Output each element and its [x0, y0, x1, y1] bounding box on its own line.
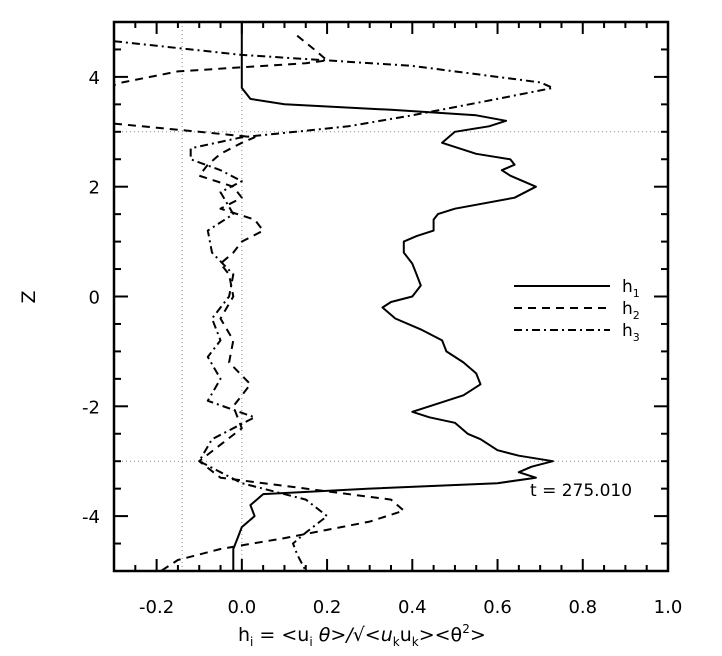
- time-annotation: t = 275.010: [530, 481, 632, 501]
- x-tick-label: -0.2: [139, 597, 174, 618]
- x-tick-label: 0.8: [568, 597, 597, 618]
- y-tick-label: -2: [82, 397, 100, 418]
- y-tick-label: 4: [89, 68, 100, 89]
- y-tick-label: -4: [82, 507, 100, 528]
- series-line-h2: [114, 34, 405, 571]
- series-line-h3: [114, 40, 554, 571]
- legend: h1 h2 h3: [514, 277, 640, 344]
- tick-labels: -0.2 0.0 0.2 0.4 0.6 0.8 1.0 4 2 0 -2 -4: [82, 68, 682, 618]
- y-tick-label: 0: [89, 288, 100, 309]
- x-tick-label: 1.0: [654, 597, 683, 618]
- x-tick-label: 0.6: [483, 597, 512, 618]
- x-axis-label: hi = <ui θ>/√<ukuk><θ2>: [238, 622, 486, 649]
- x-tick-label: 0.4: [398, 597, 427, 618]
- legend-label-h1: h1: [622, 277, 640, 300]
- legend-label-h2: h2: [622, 299, 640, 322]
- y-axis-label: Z: [18, 290, 40, 303]
- axis-ticks: [113, 21, 669, 572]
- reference-lines: [114, 22, 668, 571]
- legend-label-h3: h3: [622, 321, 640, 344]
- y-tick-label: 2: [89, 178, 100, 199]
- series-line-h1: [232, 22, 554, 571]
- series-group: [114, 22, 554, 571]
- x-tick-label: 0.2: [313, 597, 342, 618]
- x-tick-label: 0.0: [228, 597, 257, 618]
